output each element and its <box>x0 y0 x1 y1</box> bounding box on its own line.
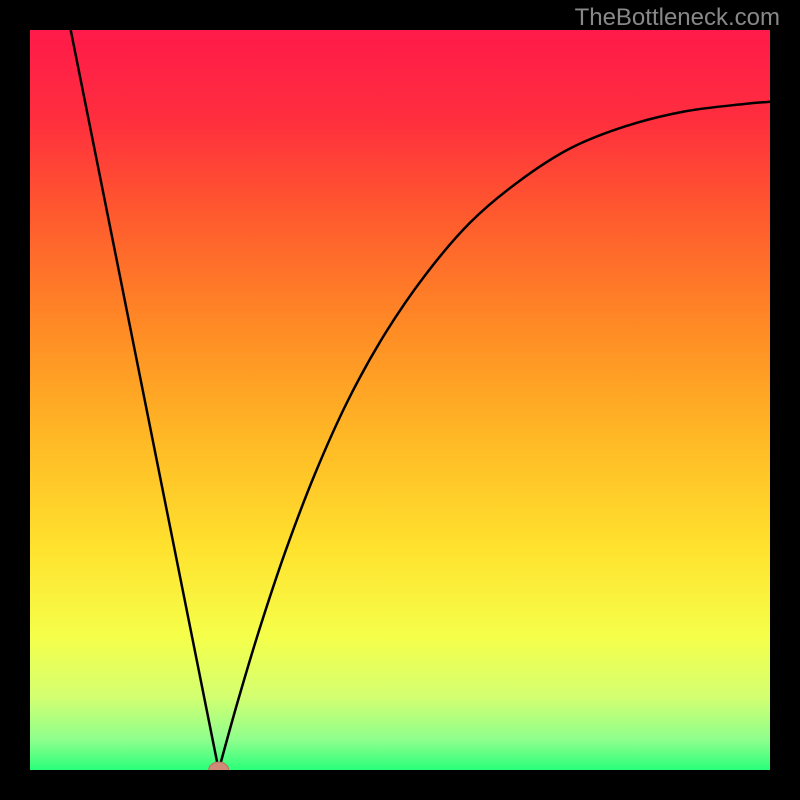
curve-right-branch <box>219 102 770 770</box>
min-marker <box>209 762 229 770</box>
plot-area <box>30 30 770 770</box>
curve-left-branch <box>71 30 219 770</box>
watermark-text: TheBottleneck.com <box>575 4 780 32</box>
curve-layer <box>30 30 770 770</box>
